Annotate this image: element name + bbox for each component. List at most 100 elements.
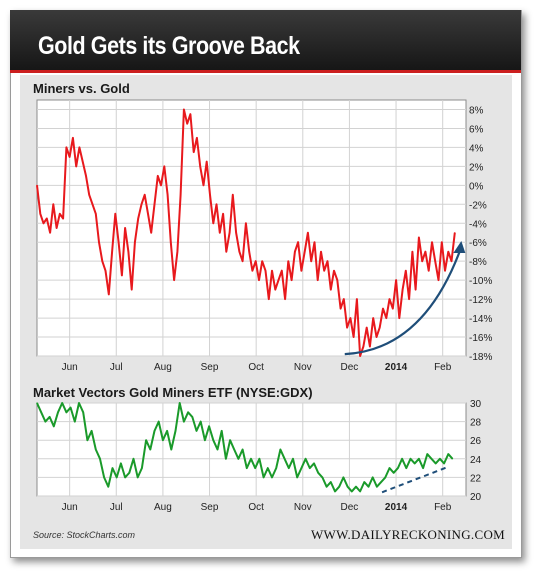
data-point — [264, 270, 267, 272]
chart-title: Market Vectors Gold Miners ETF (NYSE:GDX… — [33, 385, 313, 400]
data-point — [275, 467, 277, 469]
data-point — [309, 467, 311, 469]
y-tick-label: 2% — [469, 162, 484, 173]
data-point — [411, 251, 413, 253]
y-tick-label: 28 — [470, 418, 482, 429]
data-point — [281, 270, 283, 272]
data-point — [336, 279, 338, 281]
data-point — [62, 217, 64, 220]
data-point — [206, 161, 208, 163]
data-point — [304, 251, 306, 253]
data-point — [212, 222, 214, 224]
x-tick-label: Jun — [62, 362, 78, 373]
data-point — [98, 241, 100, 243]
x-tick-label: Aug — [154, 362, 172, 373]
data-point — [393, 472, 395, 474]
title-banner: Gold Gets its Groove Back — [10, 10, 521, 70]
data-point — [232, 194, 234, 196]
x-tick-label: Nov — [294, 362, 312, 373]
data-point — [120, 462, 122, 464]
data-point — [70, 407, 72, 409]
data-point — [170, 241, 172, 243]
data-point — [447, 251, 449, 253]
data-point — [382, 308, 384, 310]
data-point — [166, 430, 168, 432]
data-point — [441, 241, 443, 243]
data-point — [229, 439, 231, 441]
data-point — [424, 251, 426, 253]
data-point — [46, 217, 48, 220]
x-tick-label: Feb — [434, 502, 452, 513]
data-point — [347, 486, 349, 488]
data-point — [402, 289, 404, 291]
data-point — [104, 270, 107, 272]
data-point — [369, 345, 371, 348]
trend-arrow-curve — [344, 246, 463, 356]
data-point — [431, 241, 433, 243]
x-tick-label: Nov — [294, 502, 312, 513]
y-tick-label: -12% — [469, 295, 492, 306]
x-tick-label: Aug — [154, 502, 172, 513]
data-point — [195, 430, 198, 432]
y-tick-label: -4% — [469, 219, 487, 230]
data-point — [362, 345, 364, 348]
data-point — [53, 425, 55, 427]
data-point — [82, 411, 84, 413]
data-point — [296, 476, 298, 478]
data-point — [263, 476, 265, 478]
x-tick-label: Sep — [201, 502, 219, 513]
data-point — [313, 462, 315, 464]
data-point — [307, 232, 309, 234]
data-point — [128, 472, 130, 474]
data-point — [338, 486, 340, 488]
data-point — [229, 232, 231, 234]
data-point — [435, 462, 437, 464]
data-point — [131, 289, 133, 291]
data-point — [405, 467, 407, 469]
data-point — [428, 270, 430, 272]
data-point — [437, 279, 440, 281]
data-point — [121, 274, 123, 276]
data-point — [326, 260, 329, 262]
data-point — [137, 476, 139, 478]
data-point — [343, 298, 345, 300]
data-point — [258, 279, 260, 281]
data-point — [392, 308, 394, 310]
data-point — [108, 293, 110, 295]
data-point — [326, 486, 328, 488]
source-note: Source: StockCharts.com — [33, 530, 136, 540]
y-tick-label: -16% — [469, 333, 492, 344]
data-point — [268, 298, 270, 300]
data-point — [215, 203, 218, 205]
plot-area — [36, 99, 467, 357]
data-point — [450, 260, 453, 262]
data-point — [346, 327, 348, 329]
data-point — [284, 458, 286, 460]
x-tick-label: Jul — [110, 362, 123, 373]
data-point — [426, 453, 428, 455]
data-point — [330, 481, 332, 483]
data-point — [124, 227, 126, 229]
data-point — [176, 251, 178, 253]
data-point — [173, 279, 175, 281]
data-point — [385, 317, 387, 319]
data-point — [111, 251, 113, 253]
data-point — [157, 175, 159, 177]
data-point — [356, 298, 358, 300]
data-point — [321, 476, 323, 478]
data-point — [204, 439, 206, 441]
data-point — [200, 421, 202, 423]
data-point — [267, 467, 269, 469]
data-point — [208, 425, 210, 427]
y-tick-label: 26 — [470, 436, 482, 447]
y-tick-label: 8% — [469, 105, 484, 116]
data-point — [78, 146, 80, 148]
data-point — [153, 430, 156, 432]
data-point — [414, 462, 416, 464]
data-point — [91, 203, 94, 205]
data-point — [246, 467, 248, 469]
y-tick-label: -2% — [469, 200, 487, 211]
x-tick-label: Dec — [341, 362, 359, 373]
data-point — [372, 317, 374, 319]
